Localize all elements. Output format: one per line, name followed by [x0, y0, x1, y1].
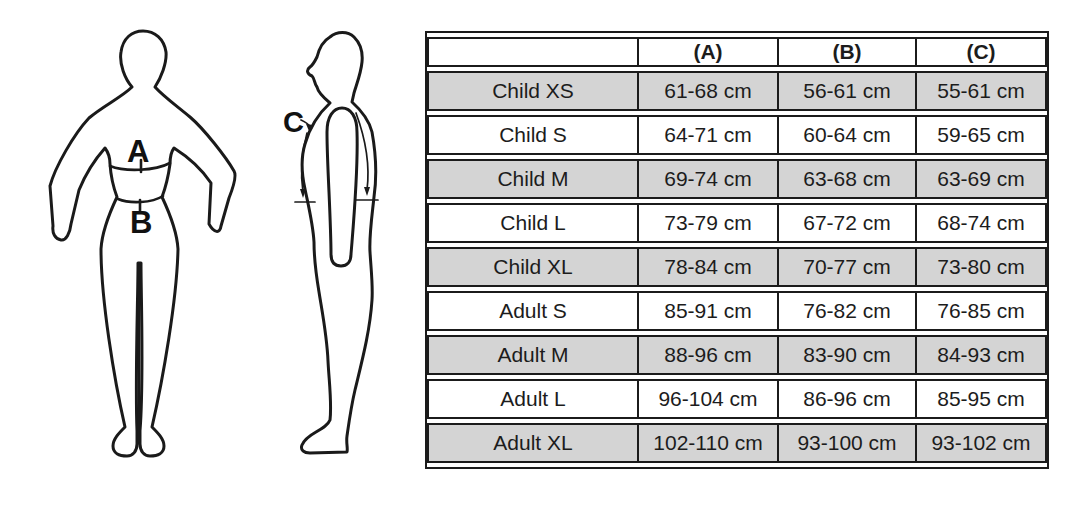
table-row: Adult M 88-96 cm 83-90 cm 84-93 cm: [427, 335, 1047, 375]
waist-label: B: [130, 205, 152, 240]
table-row: Child XS 61-68 cm 56-61 cm 55-61 cm: [427, 71, 1047, 111]
table-row: Adult XL 102-110 cm 93-100 cm 93-102 cm: [427, 423, 1047, 463]
table-row: Adult L 96-104 cm 86-96 cm 85-95 cm: [427, 379, 1047, 419]
value-cell-c: 84-93 cm: [915, 335, 1047, 375]
header-row: (A) (B) (C): [427, 37, 1047, 67]
table-row: Child L 73-79 cm 67-72 cm 68-74 cm: [427, 203, 1047, 243]
value-cell-a: 73-79 cm: [637, 203, 777, 243]
measurement-figures-diagram: A B C: [0, 0, 420, 507]
value-cell-c: 85-95 cm: [915, 379, 1047, 419]
value-cell-b: 63-68 cm: [777, 159, 915, 199]
size-table-header: (A) (B) (C): [427, 37, 1047, 67]
table-row: Child S 64-71 cm 60-64 cm 59-65 cm: [427, 115, 1047, 155]
value-cell-a: 69-74 cm: [637, 159, 777, 199]
value-cell-b: 70-77 cm: [777, 247, 915, 287]
table-row: Adult S 85-91 cm 76-82 cm 76-85 cm: [427, 291, 1047, 331]
size-cell: Child M: [427, 159, 637, 199]
value-cell-c: 68-74 cm: [915, 203, 1047, 243]
table-row: Child XL 78-84 cm 70-77 cm 73-80 cm: [427, 247, 1047, 287]
value-cell-b: 60-64 cm: [777, 115, 915, 155]
table-row: Child M 69-74 cm 63-68 cm 63-69 cm: [427, 159, 1047, 199]
size-cell: Child XL: [427, 247, 637, 287]
value-cell-c: 59-65 cm: [915, 115, 1047, 155]
size-cell: Child L: [427, 203, 637, 243]
size-cell: Adult M: [427, 335, 637, 375]
size-cell: Adult L: [427, 379, 637, 419]
size-table: (A) (B) (C) Child XS 61-68 cm 56-61 cm 5…: [425, 31, 1049, 469]
value-cell-b: 93-100 cm: [777, 423, 915, 463]
front-body-outline: [50, 31, 235, 456]
value-cell-b: 56-61 cm: [777, 71, 915, 111]
value-cell-a: 64-71 cm: [637, 115, 777, 155]
col-header-b: (B): [777, 37, 915, 67]
col-header-c: (C): [915, 37, 1047, 67]
value-cell-a: 78-84 cm: [637, 247, 777, 287]
value-cell-b: 76-82 cm: [777, 291, 915, 331]
col-header-size: [427, 37, 637, 67]
torso-length-label: C: [283, 106, 304, 138]
arm-outline: [327, 108, 357, 266]
size-chart-panel: A B C (A) (B) (C): [0, 0, 1080, 507]
value-cell-b: 86-96 cm: [777, 379, 915, 419]
size-table-body: Child XS 61-68 cm 56-61 cm 55-61 cm Chil…: [427, 71, 1047, 463]
value-cell-c: 73-80 cm: [915, 247, 1047, 287]
value-cell-c: 76-85 cm: [915, 291, 1047, 331]
side-figure: C: [283, 33, 378, 454]
value-cell-c: 55-61 cm: [915, 71, 1047, 111]
size-cell: Child S: [427, 115, 637, 155]
size-cell: Adult S: [427, 291, 637, 331]
value-cell-a: 102-110 cm: [637, 423, 777, 463]
value-cell-c: 93-102 cm: [915, 423, 1047, 463]
value-cell-a: 85-91 cm: [637, 291, 777, 331]
value-cell-a: 61-68 cm: [637, 71, 777, 111]
value-cell-a: 88-96 cm: [637, 335, 777, 375]
value-cell-b: 67-72 cm: [777, 203, 915, 243]
value-cell-a: 96-104 cm: [637, 379, 777, 419]
size-cell: Child XS: [427, 71, 637, 111]
size-cell: Adult XL: [427, 423, 637, 463]
col-header-a: (A): [637, 37, 777, 67]
chest-label: A: [127, 134, 149, 169]
front-figure: A B: [50, 31, 235, 456]
value-cell-c: 63-69 cm: [915, 159, 1047, 199]
value-cell-b: 83-90 cm: [777, 335, 915, 375]
